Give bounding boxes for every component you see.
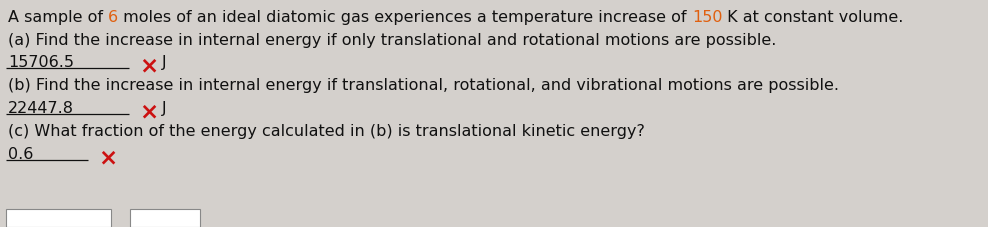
Text: 22447.8: 22447.8 [8,101,74,116]
Text: 150: 150 [692,10,722,25]
Text: (b) Find the increase in internal energy if translational, rotational, and vibra: (b) Find the increase in internal energy… [8,78,839,93]
Text: ×: × [139,100,158,122]
Text: A sample of: A sample of [8,10,108,25]
Text: (c) What fraction of the energy calculated in (b) is translational kinetic energ: (c) What fraction of the energy calculat… [8,123,645,138]
Text: ×: × [139,54,158,77]
Text: 0.6: 0.6 [8,146,34,161]
Text: (a) Find the increase in internal energy if only translational and rotational mo: (a) Find the increase in internal energy… [8,33,777,48]
Text: J: J [162,55,167,70]
Text: moles of an ideal diatomic gas experiences a temperature increase of: moles of an ideal diatomic gas experienc… [119,10,692,25]
FancyBboxPatch shape [130,209,200,227]
FancyBboxPatch shape [6,209,111,227]
Text: K at constant volume.: K at constant volume. [722,10,904,25]
Text: 6: 6 [108,10,119,25]
Text: ×: × [99,145,118,168]
Text: 15706.5: 15706.5 [8,55,74,70]
Text: J: J [162,101,167,116]
